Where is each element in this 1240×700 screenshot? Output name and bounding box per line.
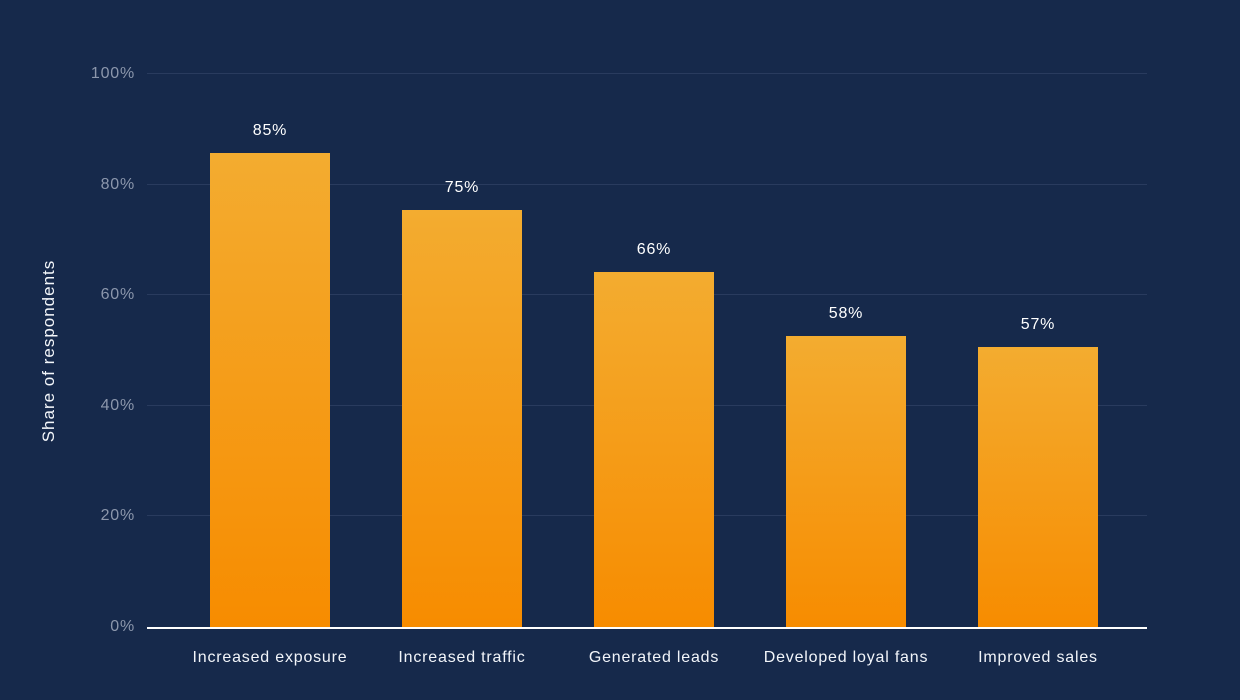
- y-tick-label: 100%: [90, 65, 135, 82]
- bars-container: 85% 75% 66% 58% 57%: [147, 74, 1147, 627]
- bar: [786, 336, 906, 627]
- y-tick-label: 80%: [100, 175, 135, 193]
- bar-group: 75%: [366, 74, 558, 627]
- y-tick-label: 20%: [100, 507, 135, 525]
- x-axis-category-label: Developed loyal fans: [763, 649, 929, 666]
- y-axis-tick-labels: 0% 20% 40% 60% 80% 100%: [0, 65, 135, 635]
- bar-group: 58%: [750, 74, 942, 627]
- gridline: [147, 73, 1147, 74]
- bar: [594, 271, 714, 627]
- bar-group: 85%: [174, 74, 366, 627]
- bar-value-label: 85%: [252, 122, 288, 140]
- bar-value-label: 66%: [636, 240, 672, 258]
- bar-group: 66%: [558, 74, 750, 627]
- x-axis-line: [147, 627, 1147, 629]
- bar: [210, 153, 330, 627]
- plot-area: 85% 75% 66% 58% 57%: [147, 73, 1147, 629]
- bar-value-label: 75%: [444, 179, 480, 197]
- x-axis-category-labels: Increased exposure Increased traffic Gener…: [147, 647, 1147, 669]
- bar-value-label: 58%: [828, 305, 864, 323]
- y-tick-label: 60%: [100, 286, 135, 304]
- x-axis-category-label: Improved sales: [978, 649, 1098, 666]
- x-axis-category-label: Increased exposure: [192, 649, 348, 666]
- x-axis-category-label: Increased traffic: [398, 649, 526, 666]
- x-axis-category-label: Generated leads: [588, 649, 720, 666]
- gridline: [147, 183, 1147, 185]
- bar: [402, 210, 522, 627]
- bar: [978, 347, 1098, 627]
- bar-value-label: 57%: [1020, 316, 1056, 334]
- bar-group: 57%: [942, 74, 1134, 627]
- y-tick-label: 40%: [100, 396, 135, 414]
- y-tick-label: 0%: [110, 618, 135, 635]
